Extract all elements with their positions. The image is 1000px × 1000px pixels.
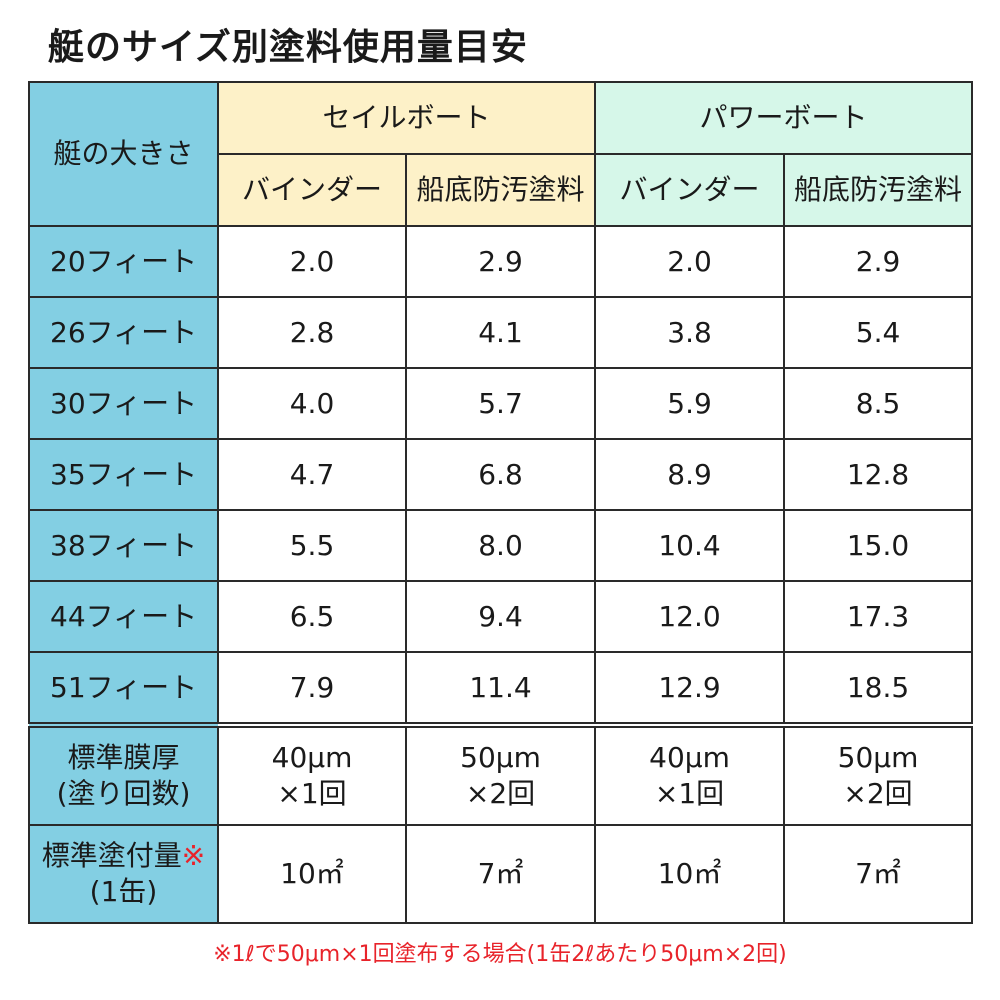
boat-size-cell: 35フィート (28, 438, 219, 511)
power-antifouling-value: 2.9 (783, 225, 974, 298)
film-thickness-label-line1: 標準膜厚 (67, 741, 180, 774)
film-thickness-label: 標準膜厚 (塗り回数) (28, 722, 219, 826)
power-binder-value: 2.0 (594, 225, 786, 298)
size-column-header: 艇の大きさ (28, 81, 219, 227)
sailboat-header: セイルボート (216, 81, 597, 155)
film-value-line2: ×1回 (654, 777, 725, 810)
film-value-line1: 50μm (837, 741, 919, 774)
power-antifouling-value: 12.8 (783, 438, 974, 511)
power-binder-film: 40μm ×1回 (594, 722, 786, 826)
subheader-row: バインダー 船底防汚塗料 バインダー 船底防汚塗料 (29, 153, 974, 227)
table-row: 51フィート 7.9 11.4 12.9 18.5 (28, 651, 974, 726)
coverage-label-line1: 標準塗付量 (41, 839, 182, 872)
film-thickness-label-line2: (塗り回数) (56, 777, 191, 810)
coverage-label: 標準塗付量※ (1缶) (28, 824, 219, 924)
sail-binder-value: 5.5 (217, 509, 407, 582)
power-antifouling-value: 18.5 (783, 651, 974, 726)
sail-antifouling-value: 4.1 (404, 296, 597, 369)
power-antifouling-value: 15.0 (783, 509, 974, 582)
power-binder-header: バインダー (594, 153, 786, 227)
footnote: ※1ℓで50μm×1回塗布する場合(1缶2ℓあたり50μm×2回) (213, 942, 787, 967)
header-row: 艇の大きさ セイルボート パワーボート (28, 81, 974, 227)
sail-antifouling-coverage: 7㎡ (404, 824, 597, 924)
coverage-label-line2: (1缶) (89, 875, 158, 908)
sail-binder-coverage: 10㎡ (217, 824, 407, 924)
film-value-line1: 40μm (649, 741, 730, 774)
coverage-row: 標準塗付量※ (1缶) 10㎡ 7㎡ 10㎡ 7㎡ (28, 824, 974, 924)
sail-antifouling-film: 50μm ×2回 (404, 722, 597, 826)
table-row: 20フィート 2.0 2.9 2.0 2.9 (28, 225, 974, 298)
boat-size-cell: 38フィート (28, 509, 219, 582)
boat-size-cell: 26フィート (28, 296, 219, 369)
power-antifouling-film: 50μm ×2回 (783, 722, 974, 826)
film-value-line1: 40μm (271, 741, 353, 774)
table-row: 30フィート 4.0 5.7 5.9 8.5 (28, 367, 974, 440)
film-value-line2: ×2回 (465, 777, 536, 810)
paint-usage-table: 艇の大きさ セイルボート パワーボート バインダー 船底防汚塗料 バインダー 船… (28, 81, 974, 924)
table-row: 44フィート 6.5 9.4 12.0 17.3 (28, 580, 974, 653)
sail-binder-value: 2.8 (217, 296, 407, 369)
power-antifouling-value: 5.4 (783, 296, 974, 369)
film-value-line2: ×1回 (277, 777, 347, 810)
sail-binder-value: 7.9 (217, 651, 407, 726)
film-thickness-row: 標準膜厚 (塗り回数) 40μm ×1回 50μm ×2回 40μm ×1回 5… (28, 722, 974, 826)
film-value-line2: ×2回 (843, 777, 913, 810)
sail-antifouling-value: 6.8 (404, 438, 597, 511)
power-binder-value: 3.8 (594, 296, 786, 369)
table-row: 26フィート 2.8 4.1 3.8 5.4 (28, 296, 974, 369)
power-binder-value: 10.4 (594, 509, 786, 582)
power-antifouling-value: 8.5 (783, 367, 974, 440)
page-title: 艇のサイズ別塗料使用量目安 (48, 27, 528, 68)
film-value-line1: 50μm (460, 741, 541, 774)
sail-antifouling-value: 11.4 (404, 651, 597, 726)
power-binder-value: 12.0 (594, 580, 786, 653)
sail-binder-value: 2.0 (217, 225, 407, 298)
power-binder-value: 8.9 (594, 438, 786, 511)
power-binder-value: 12.9 (594, 651, 786, 726)
boat-size-cell: 51フィート (28, 651, 219, 726)
power-binder-value: 5.9 (594, 367, 786, 440)
sail-binder-value: 4.0 (217, 367, 407, 440)
powerboat-header: パワーボート (594, 81, 974, 155)
sail-antifouling-value: 5.7 (404, 367, 597, 440)
power-binder-coverage: 10㎡ (594, 824, 786, 924)
table-row: 35フィート 4.7 6.8 8.9 12.8 (28, 438, 974, 511)
power-antifouling-coverage: 7㎡ (783, 824, 974, 924)
sail-antifouling-value: 8.0 (404, 509, 597, 582)
boat-size-cell: 30フィート (28, 367, 219, 440)
sail-antifouling-header: 船底防汚塗料 (404, 153, 597, 227)
boat-size-cell: 44フィート (28, 580, 219, 653)
power-antifouling-value: 17.3 (783, 580, 974, 653)
sail-antifouling-value: 9.4 (404, 580, 597, 653)
sail-binder-value: 6.5 (217, 580, 407, 653)
sail-binder-film: 40μm ×1回 (217, 722, 407, 826)
power-antifouling-header: 船底防汚塗料 (783, 153, 974, 227)
boat-size-cell: 20フィート (28, 225, 219, 298)
table-row: 38フィート 5.5 8.0 10.4 15.0 (28, 509, 974, 582)
sail-binder-value: 4.7 (217, 438, 407, 511)
sail-antifouling-value: 2.9 (404, 225, 597, 298)
sail-binder-header: バインダー (217, 153, 407, 227)
note-mark: ※ (181, 839, 206, 872)
